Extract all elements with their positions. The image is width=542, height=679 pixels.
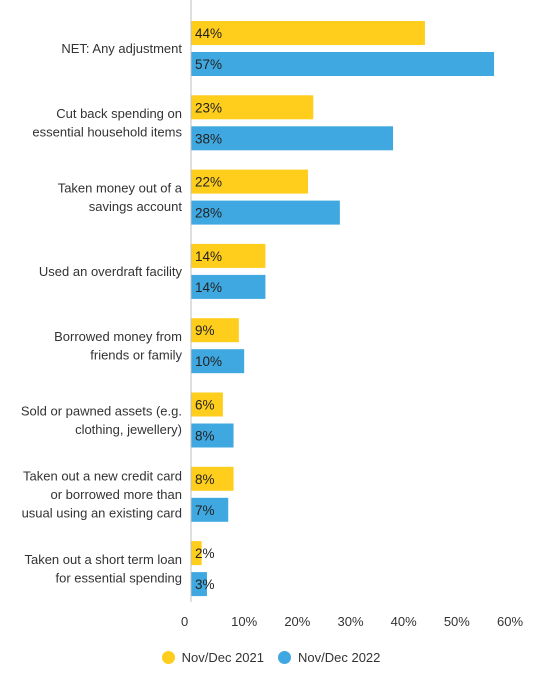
bar-2021-4: [191, 318, 239, 343]
bar-2022-3: [191, 274, 266, 299]
bar-2022-1: [191, 126, 394, 151]
data-label-2022-7: 3%: [195, 577, 215, 592]
data-label-2021-6: 8%: [195, 472, 215, 487]
data-label-2022-0: 57%: [195, 57, 222, 72]
bar-2021-7: [191, 541, 202, 566]
data-label-2022-1: 38%: [195, 131, 222, 146]
legend-item-2021: Nov/Dec 2021: [161, 650, 264, 665]
category-label-7-0: Taken out a short term loan: [24, 552, 182, 567]
bar-2022-7: [191, 572, 207, 597]
x-tick-label-2: 20%: [284, 614, 310, 629]
data-label-2021-5: 6%: [195, 398, 215, 413]
legend: Nov/Dec 2021 Nov/Dec 2022: [0, 650, 542, 665]
legend-item-2022: Nov/Dec 2022: [278, 650, 380, 665]
x-tick-label-3: 30%: [337, 614, 363, 629]
bar-2022-4: [191, 349, 245, 374]
bar-2021-2: [191, 169, 308, 194]
bar-2022-2: [191, 200, 340, 225]
legend-label-2021: Nov/Dec 2021: [181, 650, 264, 665]
category-label-2-0: Taken money out of a: [58, 180, 183, 195]
bar-2021-1: [191, 95, 314, 120]
x-tick-label-4: 40%: [391, 614, 417, 629]
bar-2022-0: [191, 52, 495, 76]
data-label-2021-2: 22%: [195, 175, 222, 190]
category-label-3-0: Used an overdraft facility: [39, 264, 183, 279]
category-label-0-0: NET: Any adjustment: [61, 41, 182, 56]
data-label-2021-4: 9%: [195, 323, 215, 338]
data-label-2021-0: 44%: [195, 26, 222, 41]
category-label-7-1: for essential spending: [56, 570, 182, 585]
x-tick-label-6: 60%: [497, 614, 523, 629]
category-label-4-0: Borrowed money from: [54, 329, 182, 344]
bar-2021-6: [191, 466, 234, 491]
x-tick-label-5: 50%: [444, 614, 470, 629]
bar-2021-3: [191, 243, 266, 268]
category-label-6-1: or borrowed more than: [50, 487, 182, 502]
data-label-2021-1: 23%: [195, 100, 222, 115]
x-tick-label-1: 10%: [231, 614, 257, 629]
data-label-2021-7: 2%: [195, 546, 215, 561]
category-label-1-0: Cut back spending on: [56, 106, 182, 121]
category-label-5-1: clothing, jewellery): [75, 422, 182, 437]
bar-2022-6: [191, 497, 229, 522]
legend-label-2022: Nov/Dec 2022: [298, 650, 381, 665]
data-label-2022-4: 10%: [195, 354, 222, 369]
category-label-6-2: usual using an existing card: [22, 505, 182, 520]
data-label-2022-2: 28%: [195, 206, 222, 221]
category-label-6-0: Taken out a new credit card: [23, 468, 182, 483]
bar-chart: 44% 57% NET: Any adjustment 23% 38% Cut back …: [21, 0, 523, 629]
bar-2021-5: [191, 392, 223, 417]
data-label-2022-6: 7%: [195, 503, 215, 518]
legend-swatch-2021: [161, 651, 175, 664]
bar-2021-0: [191, 21, 425, 45]
data-label-2021-3: 14%: [195, 249, 222, 264]
legend-swatch-2022: [278, 651, 291, 664]
data-label-2022-5: 8%: [195, 429, 215, 444]
x-tick-label-0: 0: [181, 614, 188, 629]
bar-2022-5: [191, 423, 234, 448]
category-label-1-1: essential household items: [32, 125, 182, 140]
category-label-4-1: friends or family: [90, 347, 182, 362]
data-label-2022-3: 14%: [195, 280, 222, 295]
category-label-2-1: savings account: [89, 199, 183, 214]
category-label-5-0: Sold or pawned assets (e.g.: [21, 403, 182, 418]
